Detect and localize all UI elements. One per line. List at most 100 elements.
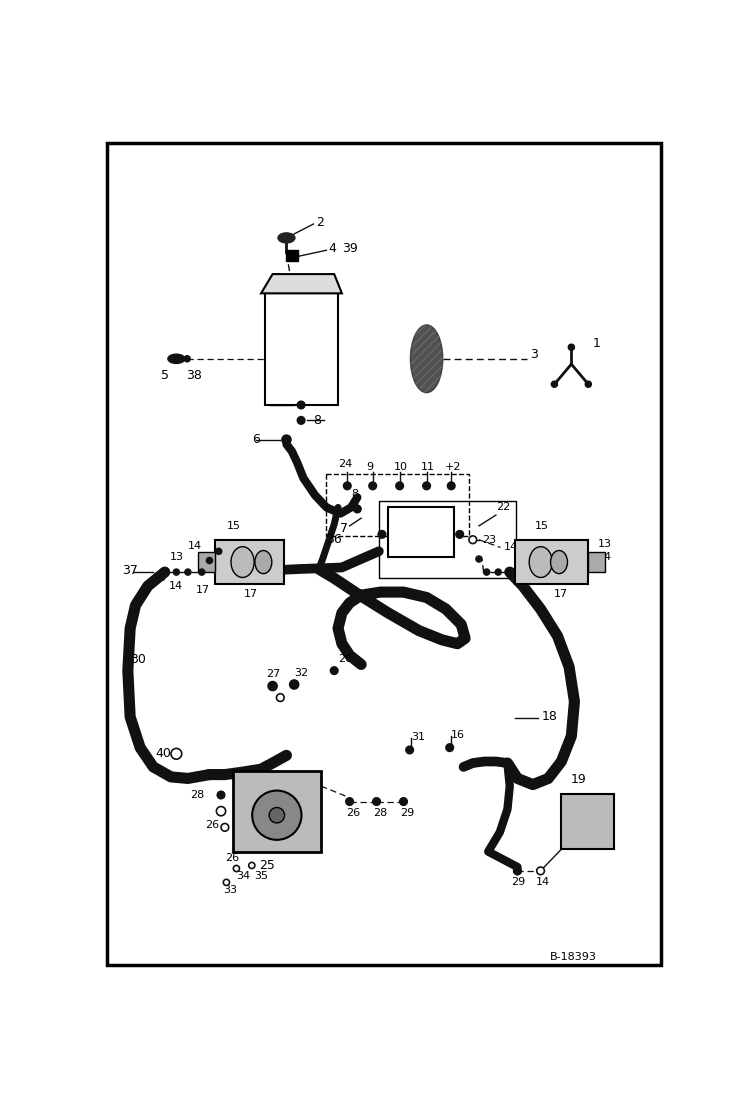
Text: 28: 28 xyxy=(373,808,387,818)
Ellipse shape xyxy=(410,325,443,393)
Text: 26: 26 xyxy=(206,821,219,830)
Text: 16: 16 xyxy=(451,730,465,739)
Bar xyxy=(561,794,613,849)
Circle shape xyxy=(171,748,182,759)
Text: 19: 19 xyxy=(571,773,586,787)
Text: 26: 26 xyxy=(225,852,239,862)
Bar xyxy=(215,540,284,585)
Ellipse shape xyxy=(231,546,254,577)
Bar xyxy=(232,771,321,851)
Text: 8: 8 xyxy=(351,488,358,498)
Text: 17: 17 xyxy=(554,589,568,599)
Circle shape xyxy=(585,381,592,387)
Text: 32: 32 xyxy=(294,668,309,678)
Text: 34: 34 xyxy=(237,871,250,881)
Text: 2: 2 xyxy=(316,216,324,229)
Circle shape xyxy=(276,693,284,701)
Text: 37: 37 xyxy=(122,564,139,577)
Text: 10: 10 xyxy=(393,462,407,472)
Text: 5: 5 xyxy=(161,370,169,382)
Circle shape xyxy=(373,798,380,805)
Circle shape xyxy=(252,791,301,840)
Ellipse shape xyxy=(255,551,272,574)
Text: 29: 29 xyxy=(512,878,526,887)
Circle shape xyxy=(378,531,386,539)
Circle shape xyxy=(551,381,557,387)
Text: 11: 11 xyxy=(420,462,434,472)
Text: 13: 13 xyxy=(170,552,184,562)
Circle shape xyxy=(456,531,464,539)
Circle shape xyxy=(495,569,501,575)
Circle shape xyxy=(476,556,482,562)
Text: 13: 13 xyxy=(598,539,611,548)
Circle shape xyxy=(330,667,338,675)
Text: 33: 33 xyxy=(223,885,237,895)
Text: 15: 15 xyxy=(534,521,548,531)
Text: 29: 29 xyxy=(400,808,414,818)
Circle shape xyxy=(173,569,180,575)
Ellipse shape xyxy=(530,546,552,577)
Text: 1: 1 xyxy=(593,337,601,350)
Circle shape xyxy=(297,417,305,425)
Circle shape xyxy=(369,482,377,489)
Circle shape xyxy=(446,744,454,751)
Text: 14: 14 xyxy=(503,542,518,553)
Circle shape xyxy=(537,867,545,874)
Circle shape xyxy=(217,791,225,799)
Text: 35: 35 xyxy=(254,871,268,881)
Text: 36: 36 xyxy=(327,533,342,546)
Text: 22: 22 xyxy=(496,502,510,512)
Text: 31: 31 xyxy=(411,732,425,742)
Text: 28: 28 xyxy=(190,790,204,800)
Circle shape xyxy=(216,806,225,816)
Circle shape xyxy=(422,482,431,489)
Circle shape xyxy=(406,746,413,754)
Circle shape xyxy=(185,569,191,575)
Circle shape xyxy=(162,569,168,575)
Circle shape xyxy=(447,482,455,489)
Circle shape xyxy=(297,402,305,409)
Bar xyxy=(265,293,338,405)
Text: B-18393: B-18393 xyxy=(550,952,597,962)
Circle shape xyxy=(221,824,228,832)
Text: 9: 9 xyxy=(366,462,374,472)
Circle shape xyxy=(184,355,190,362)
Circle shape xyxy=(346,798,354,805)
Text: 30: 30 xyxy=(130,653,146,666)
Circle shape xyxy=(354,505,361,512)
Circle shape xyxy=(395,482,404,489)
Bar xyxy=(198,552,215,572)
Circle shape xyxy=(234,866,240,872)
Text: 8: 8 xyxy=(312,414,321,427)
Circle shape xyxy=(514,867,521,874)
Circle shape xyxy=(282,436,291,444)
Text: 14: 14 xyxy=(598,552,612,562)
Text: 4: 4 xyxy=(329,242,337,256)
Text: 27: 27 xyxy=(267,669,281,679)
Text: 3: 3 xyxy=(530,349,539,361)
Circle shape xyxy=(514,867,521,874)
Circle shape xyxy=(268,681,277,691)
Ellipse shape xyxy=(278,233,295,242)
Ellipse shape xyxy=(551,551,568,574)
Circle shape xyxy=(269,807,285,823)
Text: 18: 18 xyxy=(542,711,558,723)
Bar xyxy=(588,552,605,572)
Circle shape xyxy=(315,565,323,573)
Text: 6: 6 xyxy=(252,433,260,446)
Text: 25: 25 xyxy=(259,859,276,872)
Text: 15: 15 xyxy=(226,521,240,531)
Text: 21: 21 xyxy=(427,522,440,532)
Bar xyxy=(515,540,588,585)
Circle shape xyxy=(469,536,476,544)
Text: 14: 14 xyxy=(536,878,550,887)
Text: 14: 14 xyxy=(169,581,183,591)
Text: 17: 17 xyxy=(195,585,210,595)
Text: +2: +2 xyxy=(445,462,461,472)
Text: 23: 23 xyxy=(482,534,496,545)
Text: 38: 38 xyxy=(186,370,201,382)
Bar xyxy=(379,501,516,578)
Text: 24: 24 xyxy=(338,460,352,470)
Bar xyxy=(285,250,298,261)
Circle shape xyxy=(198,569,204,575)
